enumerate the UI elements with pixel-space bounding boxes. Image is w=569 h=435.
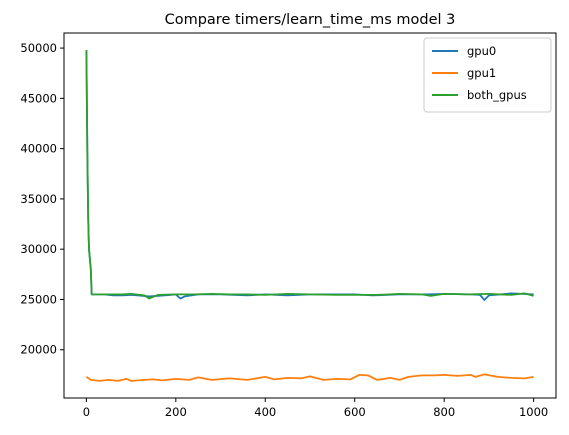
legend-box xyxy=(423,37,552,113)
series-line-gpu1 xyxy=(85,373,534,382)
y-tick-label: 45000 xyxy=(20,91,57,105)
legend: gpu0 gpu1 both_gpus xyxy=(423,37,552,113)
y-tick-label: 25000 xyxy=(20,292,57,306)
series-line-both-gpus xyxy=(85,50,534,300)
x-tick-label: 800 xyxy=(433,405,455,419)
plot-frame xyxy=(63,32,557,399)
plot-area xyxy=(63,32,557,399)
x-tick-label: 600 xyxy=(344,405,366,419)
x-tick-label: 200 xyxy=(165,405,187,419)
y-tick-label: 35000 xyxy=(20,192,57,206)
x-tick-label: 1000 xyxy=(519,405,548,419)
series-layer xyxy=(85,50,534,382)
x-axis: 0 200 400 600 800 1000 xyxy=(83,398,548,419)
chart-title: Compare timers/learn_time_ms model 3 xyxy=(165,12,456,28)
y-tick-label: 20000 xyxy=(20,343,57,357)
y-tick-label: 50000 xyxy=(20,41,57,55)
legend-label: gpu1 xyxy=(467,66,496,80)
y-tick-label: 30000 xyxy=(20,242,57,256)
x-tick-label: 0 xyxy=(83,405,90,419)
x-tick-label: 400 xyxy=(254,405,276,419)
y-tick-label: 40000 xyxy=(20,142,57,156)
legend-label: gpu0 xyxy=(467,44,496,58)
legend-label: both_gpus xyxy=(467,88,527,102)
y-axis: 20000 25000 30000 35000 40000 45000 50000 xyxy=(20,41,64,357)
